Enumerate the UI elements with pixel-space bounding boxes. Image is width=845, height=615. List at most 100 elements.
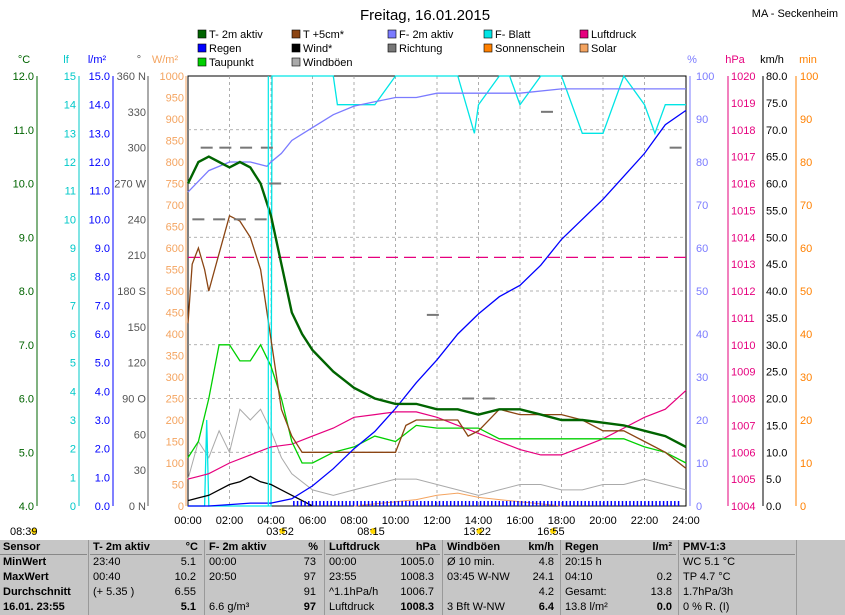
axis-tick-label: 70 bbox=[800, 200, 812, 212]
wind-direction-mark bbox=[192, 218, 205, 221]
stats-pressure-row: 00:00 1005.0 bbox=[326, 555, 440, 570]
stats-gust-value: 4.2 bbox=[538, 586, 554, 598]
stats-gust-row: 3 Bft W-NW 6.4 bbox=[444, 600, 558, 615]
legend-label: F- Blatt bbox=[495, 29, 530, 41]
stats-gust-time: 03:45 W-NW bbox=[447, 571, 510, 583]
sun-marker-icon bbox=[550, 528, 557, 534]
legend-label: Solar bbox=[591, 43, 617, 55]
axis-tick-label: 1015 bbox=[731, 205, 755, 217]
axis-tick-label: 70 bbox=[696, 200, 708, 212]
wind-direction-mark bbox=[219, 146, 232, 149]
stats-gust-head: Windböen km/h bbox=[444, 540, 558, 555]
stats-gust-time: 3 Bft W-NW bbox=[447, 601, 505, 613]
stats-divider bbox=[324, 540, 325, 615]
chart-legend: T- 2m aktiv T +5cm* F- 2m aktiv F- Blatt Luf… bbox=[197, 29, 637, 69]
axis-unit-label: % bbox=[687, 54, 697, 66]
legend-label: Sonnenschein bbox=[495, 43, 565, 55]
axis-tick-label: 13 bbox=[64, 128, 76, 140]
x-tick-label: 04:00 bbox=[257, 515, 285, 527]
stats-f2m-value: 97 bbox=[303, 601, 316, 613]
stats-t2m-value: 5.1 bbox=[180, 556, 196, 568]
axis-tick-label: 35.0 bbox=[766, 313, 787, 325]
legend-label: Wind* bbox=[303, 43, 333, 55]
sun-marker-icon bbox=[279, 528, 286, 534]
x-tick-label: 16:00 bbox=[506, 515, 534, 527]
stats-t2m-unit: °C bbox=[185, 541, 198, 553]
wind-direction-mark bbox=[254, 218, 267, 221]
stats-rain-row: Gesamt: 13.8 bbox=[562, 585, 676, 600]
legend-label: Luftdruck bbox=[591, 29, 637, 41]
axis-tick-label: 3 bbox=[70, 415, 76, 427]
axis-tick-label: 11 bbox=[65, 186, 76, 198]
stats-pressure-time: 00:00 bbox=[329, 556, 357, 568]
stats-gust-value: 24.1 bbox=[532, 571, 554, 583]
stats-pmv-row: 1.7hPa/3h bbox=[683, 586, 734, 598]
axis-tick-label: 1017 bbox=[731, 152, 755, 164]
stats-pmv-row: 0 % R. (I) bbox=[683, 601, 730, 613]
axis-tick-label: 20 bbox=[800, 415, 812, 427]
sun-marker-time: 08:15 bbox=[357, 526, 385, 538]
axis-tick-label: 750 bbox=[166, 179, 184, 191]
axis-unit-label: min bbox=[799, 54, 817, 66]
stats-f2m-value: 91 bbox=[303, 586, 316, 598]
sun-marker-time: 08:39 bbox=[10, 526, 38, 538]
wind-direction-mark bbox=[240, 146, 253, 149]
wind-direction-mark bbox=[482, 397, 495, 400]
stats-f2m: F- 2m aktiv% 00:00 73 20:50 97 91 6.6 g/m³… bbox=[206, 540, 322, 615]
axis-tick-label: 270 W bbox=[114, 179, 146, 191]
axis-tick-label: 25.0 bbox=[766, 367, 787, 379]
axis-tick-label: 1007 bbox=[731, 420, 755, 432]
axis-tick-label: 300 bbox=[166, 372, 184, 384]
stats-sensor-row: MinWert bbox=[3, 556, 47, 568]
stats-pmv-row: TP 4.7 °C bbox=[683, 571, 731, 583]
axis-tick-label: 6.0 bbox=[19, 394, 34, 406]
axis-tick-label: 600 bbox=[166, 243, 184, 255]
stats-divider bbox=[204, 540, 205, 615]
axis-tick-label: 3.0 bbox=[95, 415, 110, 427]
axis-tick-label: 80 bbox=[696, 157, 708, 169]
axis-tick-label: 120 bbox=[128, 358, 146, 370]
axis-tick-label: 150 bbox=[128, 322, 146, 334]
axis-tick-label: 300 bbox=[128, 143, 146, 155]
wind-direction-mark bbox=[540, 110, 553, 113]
legend-swatch bbox=[197, 29, 207, 39]
stats-pressure-row: ^1.1hPa/h 1006.7 bbox=[326, 585, 440, 600]
axis-tick-label: 0 bbox=[696, 501, 702, 513]
series-line-f-2m-aktiv bbox=[187, 88, 686, 193]
chart-title: Freitag, 16.01.2015 bbox=[360, 7, 490, 24]
legend-swatch bbox=[197, 57, 207, 67]
axis-tick-label: 80 bbox=[800, 157, 812, 169]
wind-direction-mark bbox=[462, 397, 475, 400]
axis-tick-label: 50 bbox=[172, 480, 184, 492]
axis-tick-label: 10.0 bbox=[89, 214, 110, 226]
axis-tick-label: 10.0 bbox=[13, 179, 34, 191]
stats-gust-unit: km/h bbox=[528, 541, 554, 553]
stats-rain-row: 04:10 0.2 bbox=[562, 570, 676, 585]
axis-unit-label: W/m² bbox=[152, 54, 179, 66]
axis-tick-label: 5.0 bbox=[19, 447, 34, 459]
series-line-taupunkt bbox=[187, 343, 687, 464]
axis-tick-label: 450 bbox=[166, 308, 184, 320]
stats-pressure-value: 1005.0 bbox=[400, 556, 434, 568]
axis-unit-label: hPa bbox=[725, 54, 745, 66]
axis-tick-label: 250 bbox=[166, 394, 184, 406]
axis-tick-label: 1013 bbox=[731, 259, 755, 271]
axis-tick-label: 100 bbox=[166, 458, 184, 470]
x-axis: 00:00 02:00 04:00 06:00 08:00 10:00 12:00 14:00… bbox=[10, 515, 700, 538]
axis-tick-label: 15.0 bbox=[766, 420, 787, 432]
axis-tick-label: 30 bbox=[800, 372, 812, 384]
axis-tick-label: 2.0 bbox=[95, 444, 110, 456]
axis-tick-label: 75.0 bbox=[766, 98, 787, 110]
axis-tick-label: 1009 bbox=[731, 367, 755, 379]
wind-direction-mark bbox=[669, 146, 682, 149]
axis-unit-label: lf bbox=[63, 54, 69, 66]
axis-tick-label: 550 bbox=[166, 265, 184, 277]
stats-gust-row: 4.2 bbox=[444, 585, 558, 600]
stats-pressure-row: Luftdruck 1008.3 bbox=[326, 600, 440, 615]
axis-tick-label: 0 bbox=[800, 501, 806, 513]
stats-f2m-row: 00:00 73 bbox=[206, 555, 322, 570]
axis-tick-label: 1012 bbox=[731, 286, 755, 298]
axis-tick-label: 65.0 bbox=[766, 152, 787, 164]
axis-tick-label: 1004 bbox=[731, 501, 755, 513]
stats-pressure-unit: hPa bbox=[415, 541, 436, 553]
